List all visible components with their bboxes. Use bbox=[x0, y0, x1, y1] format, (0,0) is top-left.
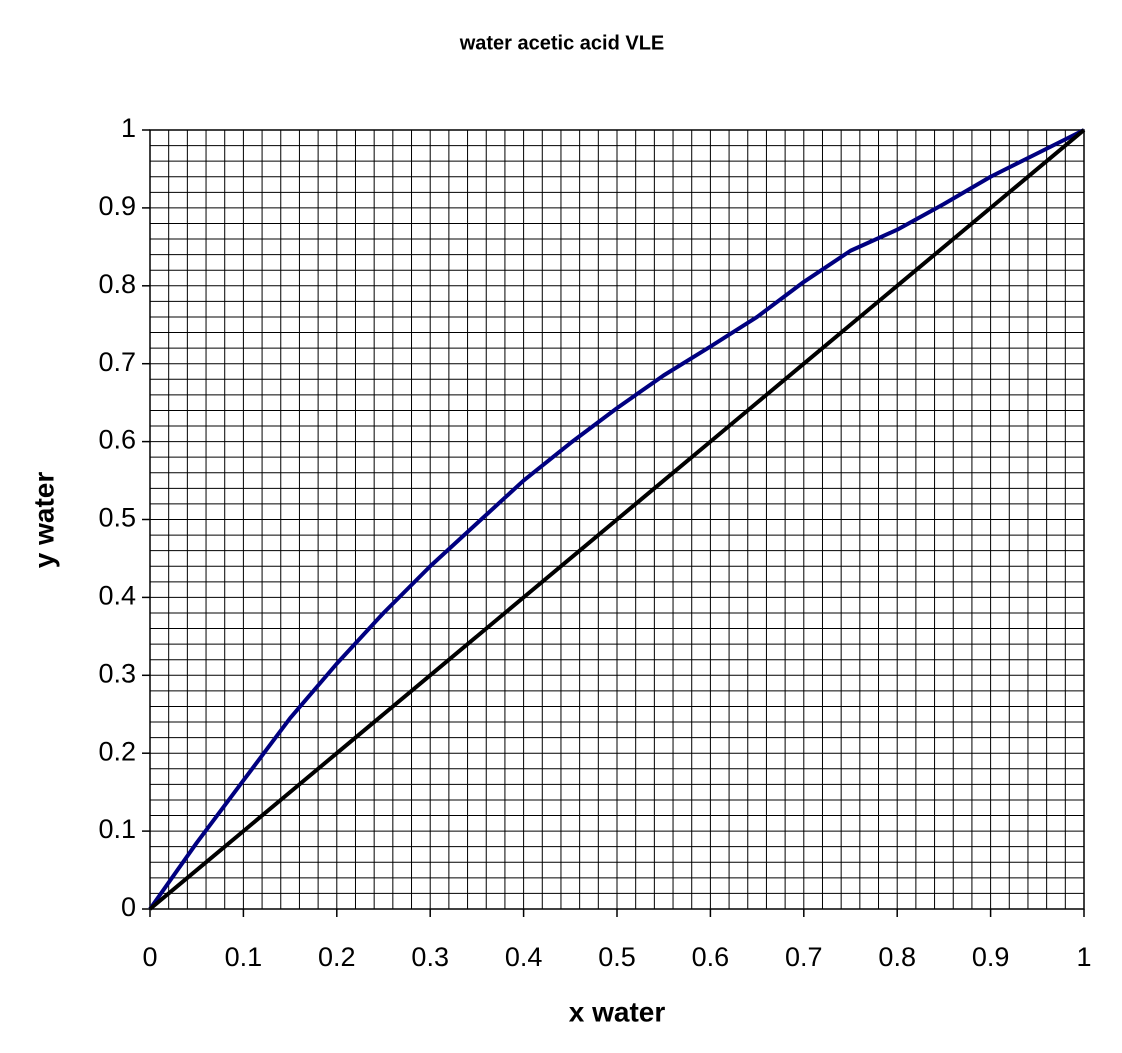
x-tick-label: 0.5 bbox=[598, 942, 636, 972]
y-tick-label: 0.7 bbox=[98, 347, 136, 377]
y-tick-label: 0.8 bbox=[98, 269, 136, 299]
x-tick-label: 0.3 bbox=[411, 942, 449, 972]
data-line bbox=[148, 128, 1086, 911]
y-tick-label: 0.6 bbox=[98, 425, 136, 455]
y-tick-label: 0.1 bbox=[98, 814, 136, 844]
x-tick-label: 0.7 bbox=[785, 942, 823, 972]
y-tick-label: 0 bbox=[121, 892, 136, 922]
y-tick-label: 1 bbox=[121, 113, 136, 143]
x-tick-label: 0.8 bbox=[878, 942, 916, 972]
plot-frame bbox=[149, 129, 1085, 910]
data-line bbox=[148, 128, 1085, 911]
y-tick-label: 0.3 bbox=[98, 658, 136, 688]
y-tick-label: 0.2 bbox=[98, 736, 136, 766]
x-tick-label: 0 bbox=[142, 942, 157, 972]
y-tick-label: 0.4 bbox=[98, 581, 136, 611]
x-tick-label: 0.1 bbox=[225, 942, 263, 972]
x-tick-label: 1 bbox=[1076, 942, 1091, 972]
x-tick-label: 0.4 bbox=[505, 942, 543, 972]
x-tick-label: 0.9 bbox=[972, 942, 1010, 972]
x-tick-label: 0.6 bbox=[692, 942, 730, 972]
y-axis-label: y water bbox=[28, 472, 59, 569]
y-tick-label: 0.9 bbox=[98, 191, 136, 221]
x-tick-label: 0.2 bbox=[318, 942, 356, 972]
chart-title: water acetic acid VLE bbox=[459, 32, 665, 54]
y-tick-label: 0.5 bbox=[98, 503, 136, 533]
x-axis-label: x water bbox=[569, 996, 666, 1027]
